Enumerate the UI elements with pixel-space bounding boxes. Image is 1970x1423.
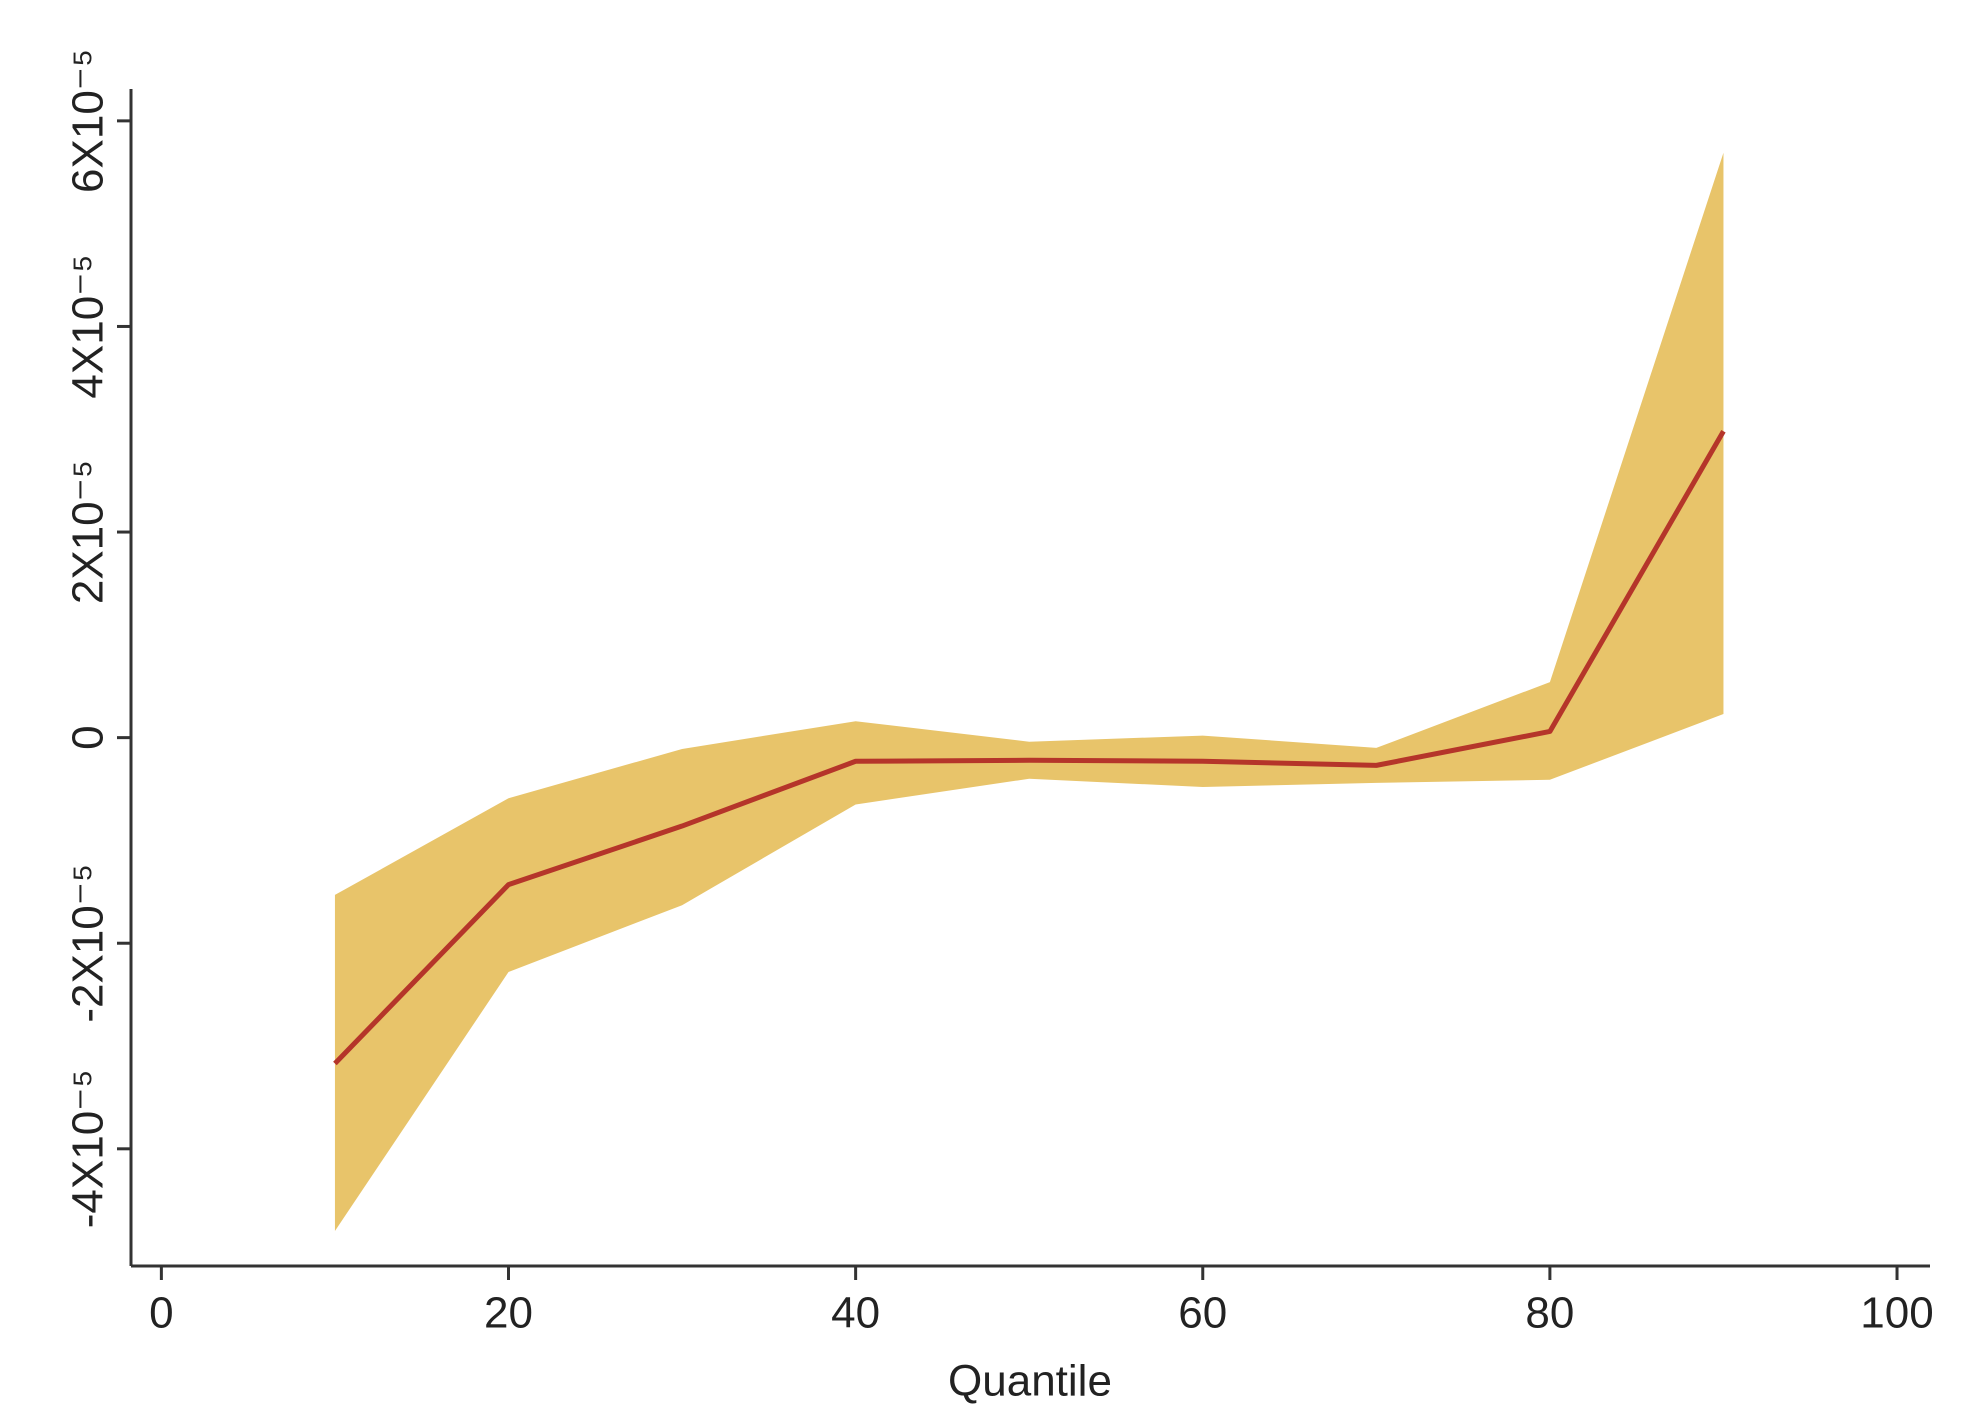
x-tick-label: 100: [1860, 1289, 1933, 1338]
y-tick-label: -4X10⁻⁵: [64, 1069, 113, 1228]
x-tick-label: 20: [484, 1289, 533, 1338]
y-tick-label: 2X10⁻⁵: [64, 460, 113, 604]
x-axis-label: Quantile: [948, 1357, 1112, 1406]
x-tick-label: 40: [831, 1289, 880, 1338]
y-tick-label: 4X10⁻⁵: [64, 254, 113, 398]
line: [333, 430, 1726, 1066]
x-tick-label: 80: [1525, 1289, 1574, 1338]
x-tick-label: 0: [149, 1289, 173, 1338]
confidence-band: [334, 152, 1724, 1232]
y-tick-label: -2X10⁻⁵: [64, 864, 113, 1023]
x-tick-label: 60: [1178, 1289, 1227, 1338]
y-tick-label: 0: [64, 725, 113, 749]
y-tick-label: 6X10⁻⁵: [64, 49, 113, 193]
